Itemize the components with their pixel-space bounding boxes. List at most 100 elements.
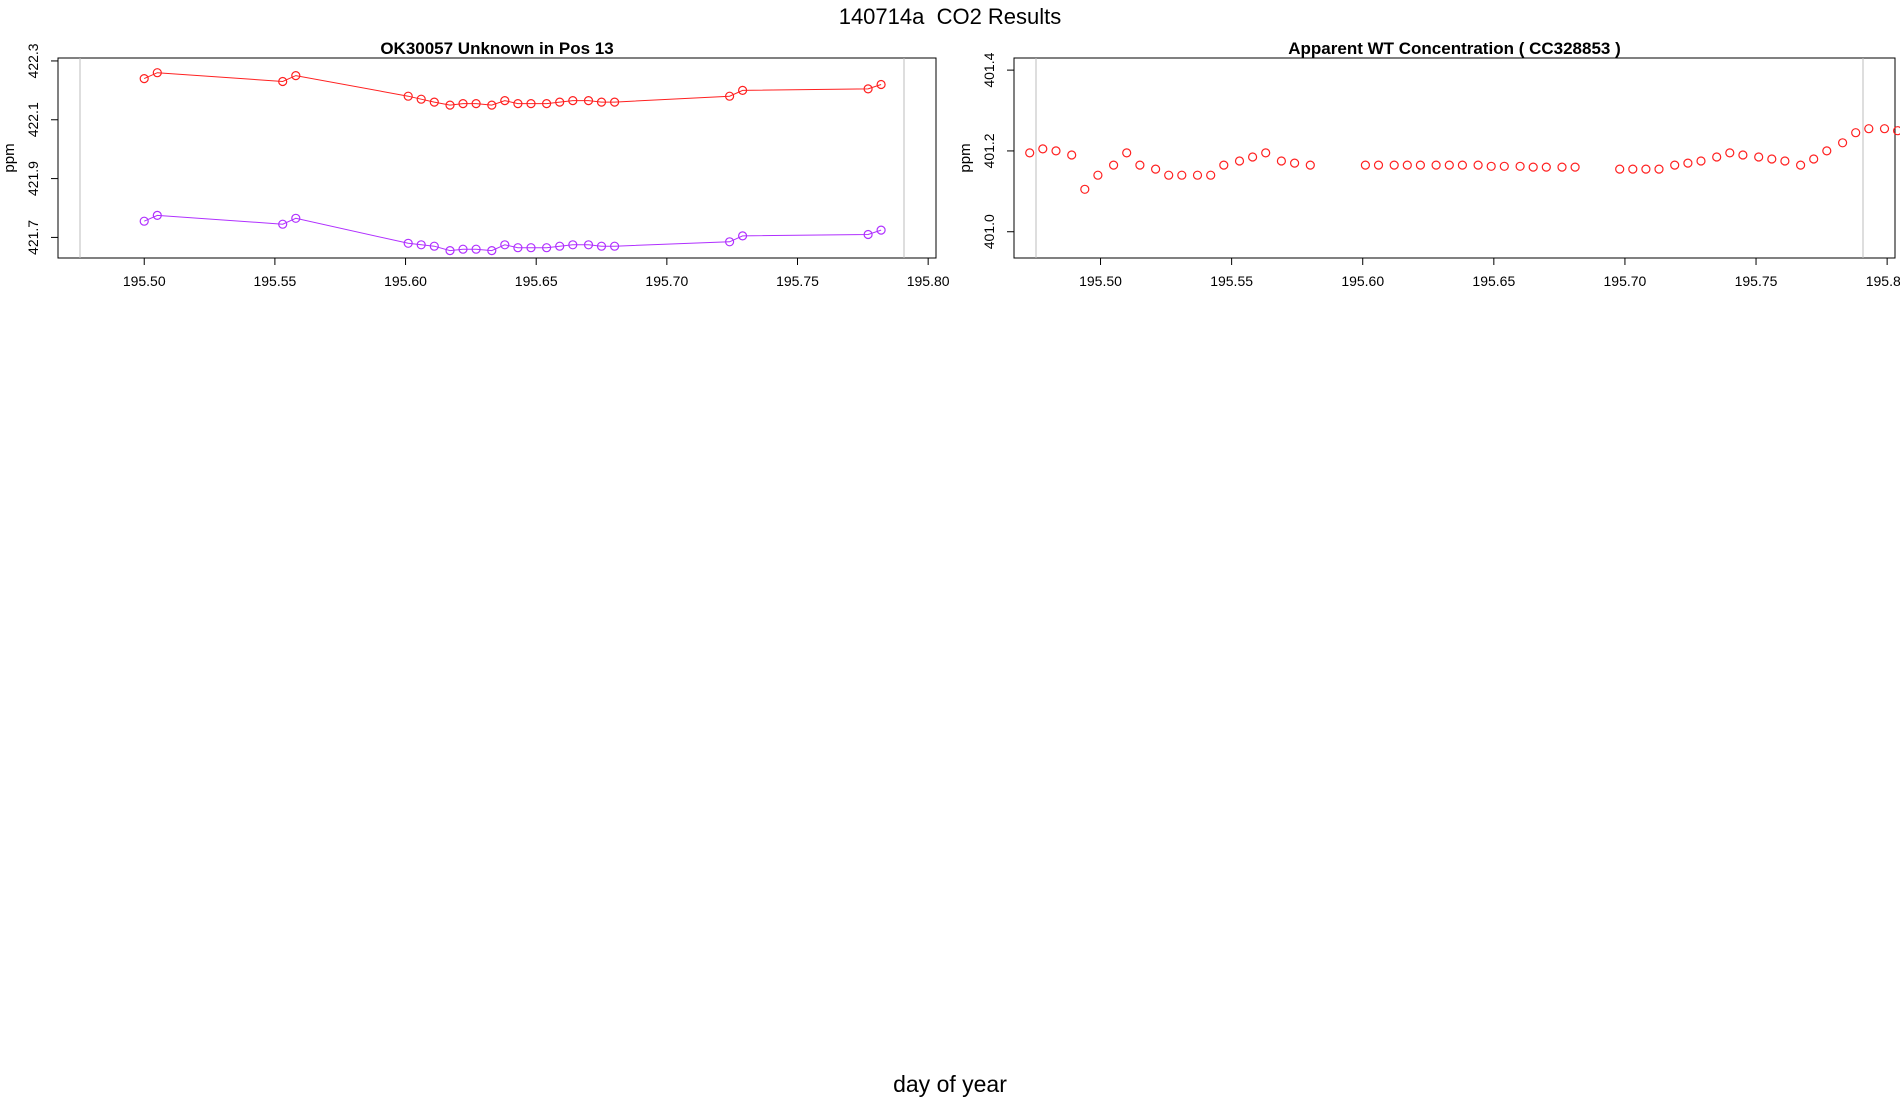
panel-1-series-2-point [724, 237, 735, 247]
panel-2-series-1-point [1234, 156, 1245, 166]
panel-1-series-2-point [568, 240, 578, 250]
panel-1-series-2-point [609, 241, 620, 251]
panel-1-x-tick-label: 195.55 [253, 273, 296, 289]
panel-2-series-1-point [1780, 156, 1790, 166]
panel-2-series-1-point [1150, 164, 1161, 174]
panel-1-series-1-point [583, 95, 594, 106]
panel-2-series-1-point [1683, 158, 1693, 168]
panel-2-series-1-point [1893, 126, 1900, 136]
panel-2-series-1-point [1615, 164, 1625, 174]
panel-1-title: OK30057 Unknown in Pos 13 [380, 39, 613, 58]
panel-1-series-2-point [500, 240, 510, 250]
panel-2-series-1-point [1164, 170, 1174, 180]
panel-1-series-1-point [596, 97, 607, 107]
panel-2-x-tick-label: 195.70 [1604, 273, 1647, 289]
panel-1-series-1-point [445, 100, 455, 110]
panel-1-series-1-point [403, 91, 413, 101]
panel-2-series-1-point [1373, 160, 1384, 170]
panel-1-x-tick-label: 195.70 [645, 273, 688, 289]
panel-1-x-tick-label: 195.65 [515, 273, 558, 289]
panel-1-series-2-point [429, 241, 439, 251]
panel-1-series-1-point [500, 95, 510, 106]
panel-1-series-1-point [139, 73, 149, 84]
panel-2-series-1-point [1067, 150, 1077, 160]
panel-2-series-1-point [1541, 162, 1551, 172]
panel-1-y-tick-label: 422.1 [25, 102, 41, 137]
panel-1-series-2-point [445, 246, 455, 256]
panel-2-series-1-point [1754, 152, 1764, 162]
panel-2-series-1-point [1038, 144, 1048, 154]
panel-2-y-tick-label: 401.4 [981, 52, 997, 87]
panel-2-series-1-point [1837, 138, 1848, 148]
panel-2-series-1-point [1696, 156, 1706, 166]
panel-1-series-1-point [416, 94, 426, 104]
panel-2-series-1-point [1122, 148, 1132, 158]
panel-1-series-1-point [458, 98, 468, 109]
panel-1-series-2-point [541, 243, 552, 253]
panel-1-series-1-point [487, 100, 497, 110]
panel-1-series-1-point [737, 85, 748, 96]
panel-1-series-2-point [291, 213, 301, 223]
panel-1-series-2-point [596, 241, 607, 251]
panel-2-y-axis-label: ppm [957, 143, 974, 172]
panel-2-series-1-point [1080, 184, 1090, 194]
panel-1-x-tick-label: 195.80 [907, 273, 950, 289]
panel-2-series-1-point [1389, 160, 1399, 170]
panel-2-series-1-point [1177, 170, 1187, 180]
panel-2-series-1-point [1261, 148, 1271, 158]
panel-2-series-1-point [1431, 160, 1441, 170]
panel-1-frame [57, 57, 937, 259]
panel-1-y-tick-label: 421.9 [25, 161, 41, 196]
panel-1-series-1-point [278, 76, 288, 87]
panel-2-series-1-point [1135, 160, 1145, 170]
panel-1-y-tick-label: 421.7 [25, 220, 41, 255]
panel-2-series-1-point [1670, 160, 1680, 170]
panel-2-series-1-point [1473, 160, 1483, 170]
panel-2-series-1-point [1822, 146, 1832, 156]
panel-2-series-1-point [1108, 160, 1119, 170]
panel-1-series-1-point [863, 84, 873, 94]
panel-2-series-1-point [1879, 124, 1890, 134]
panel-1-series-2-point [555, 241, 565, 251]
panel-2-series-1-point [1051, 146, 1061, 156]
panel-1-series-1-point [526, 98, 536, 109]
panel-2-series-1-point [1305, 160, 1315, 170]
panel-2-title: Apparent WT Concentration ( CC328853 ) [1288, 39, 1621, 58]
panel-1-series-1-point [541, 98, 552, 109]
panel-2-y-tick-label: 401.0 [981, 214, 997, 249]
panel-2-series-1-point [1360, 160, 1371, 170]
panel-2-series-1-point [1851, 128, 1861, 138]
panel-2-series-1-point [1289, 158, 1300, 168]
panel-2-series-1-point [1499, 161, 1509, 171]
panel-2-series-1-point [1570, 162, 1580, 172]
panel-1-series-2-point [526, 243, 536, 253]
panel-2-series-1-point [1457, 160, 1468, 170]
panel-2-series-1-point [1628, 164, 1638, 174]
panel-2-series-1-point [1025, 148, 1035, 158]
panel-2-series-1-point [1192, 170, 1203, 180]
panel-2-series-1-point [1515, 161, 1525, 171]
panel-1-series-1-point [555, 97, 565, 107]
panel-2-series-1-point [1654, 164, 1664, 174]
panel-2-series-1-point [1738, 150, 1748, 160]
panel-1-series-2-point [416, 240, 426, 250]
panel-1-series-2-point [139, 216, 149, 226]
panel-1-x-tick-label: 195.50 [123, 273, 166, 289]
panel-2-series-1-point [1767, 154, 1777, 164]
panel-1-series-2-point [278, 219, 288, 229]
panel-1-series-2-point [403, 238, 413, 248]
figure-x-axis-label: day of year [893, 1071, 1007, 1097]
panel-1-series-2-point [863, 229, 873, 240]
panel-2-x-tick-label: 195.55 [1210, 273, 1253, 289]
panel-2-series-1-point [1864, 124, 1874, 134]
panel-2-series-1-point [1725, 148, 1735, 158]
panel-2-series-1-point [1712, 152, 1722, 162]
panel-2-series-1-point [1247, 152, 1258, 162]
figure-title: 140714a CO2 Results [838, 4, 1062, 29]
panel-1-series-2-line [143, 214, 882, 252]
panel-1-series-1-point [876, 79, 886, 90]
panel-2-series-1-point [1093, 170, 1103, 180]
panel-1-series-1-point [471, 98, 481, 109]
panel-1-series-1-point [152, 68, 162, 78]
panel-2-series-1-point [1795, 160, 1806, 170]
